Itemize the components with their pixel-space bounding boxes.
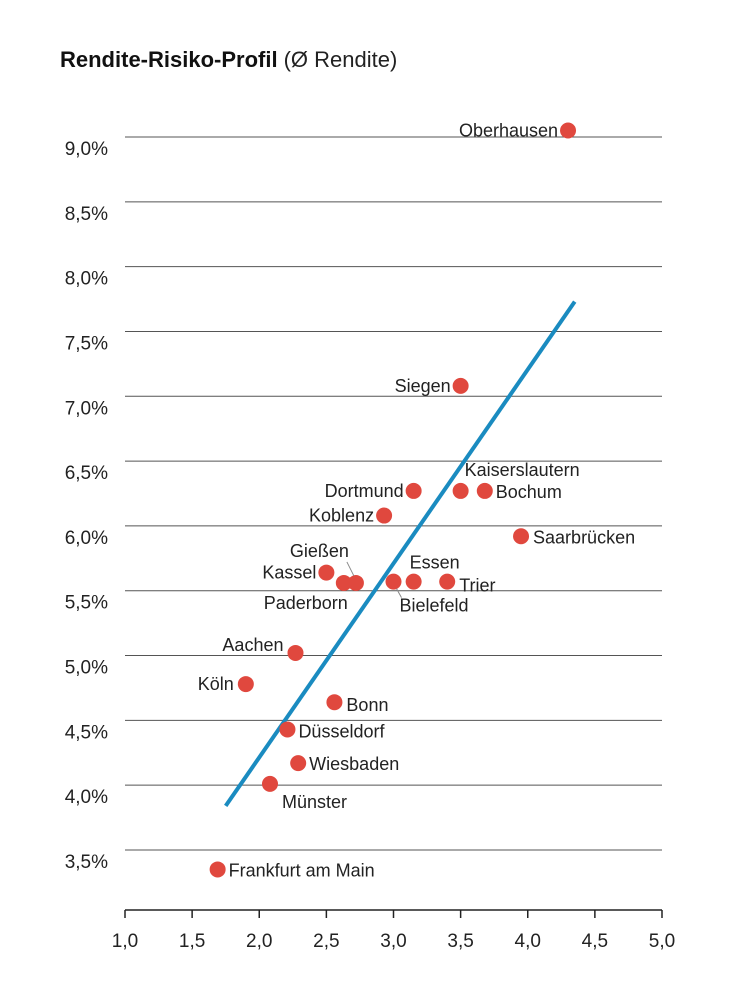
point-label: Saarbrücken <box>533 527 635 547</box>
data-point <box>476 482 493 499</box>
point-label: Münster <box>282 792 347 812</box>
leader-line <box>346 561 355 577</box>
data-point <box>335 574 352 591</box>
point-label: Köln <box>198 674 234 694</box>
y-tick-label: 4,0% <box>65 787 108 808</box>
x-tick-label: 2,5 <box>313 931 339 952</box>
y-tick-label: 6,0% <box>65 528 108 549</box>
point-label: Siegen <box>395 376 451 396</box>
trendline-group <box>224 300 577 808</box>
x-tick-label: 1,0 <box>112 931 138 952</box>
x-tick-label: 3,5 <box>447 931 473 952</box>
chart-title: Rendite-Risiko-Profil (Ø Rendite) <box>60 47 397 72</box>
data-point <box>385 573 402 590</box>
data-point <box>405 573 422 590</box>
data-point <box>290 755 307 772</box>
y-tick-label: 4,5% <box>65 722 108 743</box>
point-label: Paderborn <box>264 593 348 613</box>
point-label: Bielefeld <box>400 596 469 616</box>
point-label: Koblenz <box>309 506 374 526</box>
x-tick-label: 2,0 <box>246 931 272 952</box>
title-main: Rendite-Risiko-Profil <box>60 47 278 72</box>
y-tick-label: 9,0% <box>65 139 108 160</box>
data-point <box>439 573 456 590</box>
trend-line <box>224 300 577 808</box>
data-point <box>318 564 335 581</box>
point-label: Frankfurt am Main <box>229 860 375 880</box>
point-label: Bochum <box>496 482 562 502</box>
point-label: Dortmund <box>325 481 404 501</box>
y-axis-ticks: 9,0% 8,5% 8,0% 7,5% 7,0% 6,5% 6,0% 5,5% 5,0% 4,5%… <box>65 139 108 873</box>
y-tick-label: 5,0% <box>65 658 108 679</box>
title-subtitle: (Ø Rendite) <box>284 47 398 72</box>
point-label: Kaiserslautern <box>465 460 580 480</box>
point-label: Trier <box>459 576 495 596</box>
point-label: Gießen <box>290 541 349 561</box>
x-tick-label: 4,5 <box>582 931 608 952</box>
point-label: Oberhausen <box>459 121 558 141</box>
data-point <box>560 122 577 139</box>
gridlines <box>125 136 662 851</box>
y-tick-label: 8,0% <box>65 269 108 290</box>
point-label: Aachen <box>222 635 283 655</box>
point-label: Wiesbaden <box>309 754 399 774</box>
data-point <box>513 528 530 545</box>
y-tick-label: 6,5% <box>65 463 108 484</box>
point-label: Düsseldorf <box>298 721 385 741</box>
point-label: Bonn <box>346 695 388 715</box>
x-tick-label: 4,0 <box>515 931 541 952</box>
y-tick-label: 3,5% <box>65 852 108 873</box>
data-point <box>279 721 296 738</box>
point-label: Kassel <box>262 563 316 583</box>
data-point <box>261 775 278 792</box>
data-points <box>209 122 577 878</box>
y-tick-label: 5,5% <box>65 593 108 614</box>
y-tick-label: 7,5% <box>65 333 108 354</box>
data-point <box>237 676 254 693</box>
x-tick-label: 1,5 <box>179 931 205 952</box>
point-label: Essen <box>410 553 460 573</box>
x-tick-label: 5,0 <box>649 931 675 952</box>
y-tick-label: 8,5% <box>65 204 108 225</box>
data-point <box>452 482 469 499</box>
data-point <box>405 482 422 499</box>
data-point <box>452 377 469 394</box>
x-tick-label: 3,0 <box>380 931 406 952</box>
y-tick-label: 7,0% <box>65 398 108 419</box>
data-point <box>209 861 226 878</box>
data-point <box>287 644 304 661</box>
data-point <box>347 574 364 591</box>
data-point <box>376 507 393 524</box>
data-point <box>326 694 343 711</box>
x-axis: 1,0 1,5 2,0 2,5 3,0 3,5 4,0 4,5 5,0 <box>112 909 675 952</box>
leader-line <box>396 588 402 598</box>
